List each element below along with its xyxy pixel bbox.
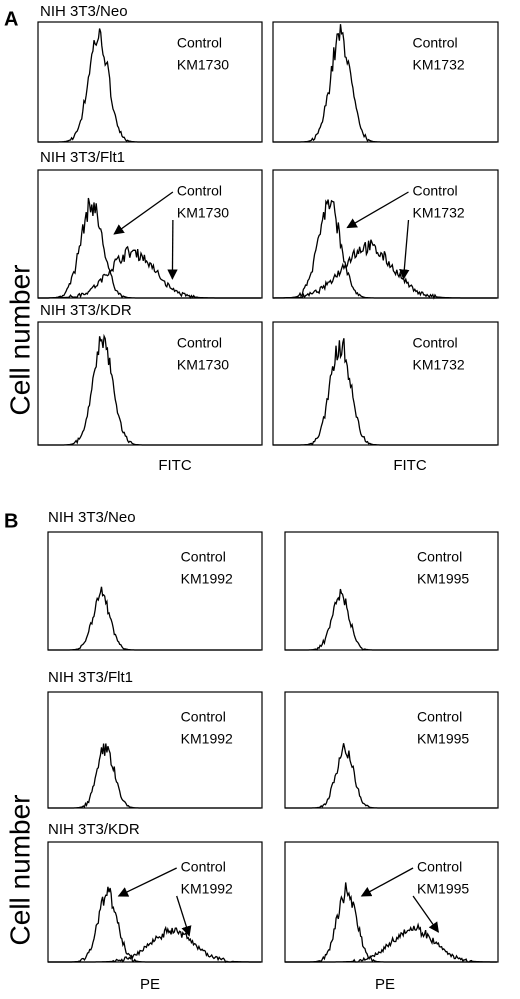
histogram-trace xyxy=(273,338,497,445)
annotation: KM1732 xyxy=(413,57,465,73)
histogram-frame xyxy=(273,322,498,445)
annotation: KM1732 xyxy=(413,205,465,221)
row-label: NIH 3T3/Flt1 xyxy=(48,669,133,686)
y-axis-label: Cell number xyxy=(4,795,35,946)
histogram-frame xyxy=(285,532,498,650)
annotation: Control xyxy=(413,335,458,351)
arrow xyxy=(119,868,177,896)
histogram-trace xyxy=(38,29,261,143)
histogram-trace xyxy=(38,336,261,445)
annotation: Control xyxy=(181,859,226,875)
annotation: KM1992 xyxy=(181,571,233,587)
annotation: Control xyxy=(177,183,222,199)
row-label: NIH 3T3/KDR xyxy=(40,302,132,319)
histogram-frame xyxy=(38,22,262,142)
histogram-trace xyxy=(48,744,261,809)
histogram-frame xyxy=(273,170,498,298)
histogram-trace xyxy=(48,928,261,962)
histogram-frame xyxy=(48,532,262,650)
arrow xyxy=(177,896,190,936)
annotation: KM1730 xyxy=(177,357,229,373)
histogram-trace xyxy=(38,247,261,298)
panel-letter: A xyxy=(4,8,18,30)
annotation: KM1995 xyxy=(417,571,469,587)
annotation: Control xyxy=(417,549,462,565)
arrow xyxy=(114,192,173,234)
annotation: Control xyxy=(413,183,458,199)
panel-letter: B xyxy=(4,510,18,532)
annotation: KM1995 xyxy=(417,731,469,747)
annotation: KM1995 xyxy=(417,881,469,897)
histogram-trace xyxy=(273,24,497,142)
arrow xyxy=(362,868,413,896)
annotation: KM1730 xyxy=(177,205,229,221)
histogram-trace xyxy=(48,887,261,962)
row-label: NIH 3T3/Flt1 xyxy=(40,149,125,166)
histogram-frame xyxy=(48,842,262,962)
histogram-trace xyxy=(48,587,261,650)
row-label: NIH 3T3/Neo xyxy=(48,509,136,526)
histogram-frame xyxy=(38,322,262,445)
histogram-trace xyxy=(285,925,497,962)
annotation: KM1992 xyxy=(181,881,233,897)
annotation: Control xyxy=(413,35,458,51)
annotation: Control xyxy=(417,709,462,725)
arrow xyxy=(404,220,409,279)
histogram-trace xyxy=(273,240,497,298)
y-axis-label: Cell number xyxy=(4,265,35,416)
annotation: KM1992 xyxy=(181,731,233,747)
x-axis-label: PE xyxy=(140,976,160,993)
row-label: NIH 3T3/KDR xyxy=(48,821,140,838)
annotation: KM1732 xyxy=(413,357,465,373)
histogram-frame xyxy=(285,692,498,808)
annotation: Control xyxy=(417,859,462,875)
annotation: Control xyxy=(181,709,226,725)
arrow xyxy=(347,192,408,228)
row-label: NIH 3T3/Neo xyxy=(40,3,128,20)
x-axis-label: PE xyxy=(375,976,395,993)
x-axis-label: FITC xyxy=(158,457,191,474)
arrow xyxy=(413,896,438,932)
annotation: Control xyxy=(177,335,222,351)
histogram-trace xyxy=(285,589,497,650)
histogram-frame xyxy=(48,692,262,808)
annotation: Control xyxy=(181,549,226,565)
x-axis-label: FITC xyxy=(393,457,426,474)
histogram-frame xyxy=(273,22,498,142)
histogram-trace xyxy=(285,743,497,808)
annotation: Control xyxy=(177,35,222,51)
annotation: KM1730 xyxy=(177,57,229,73)
